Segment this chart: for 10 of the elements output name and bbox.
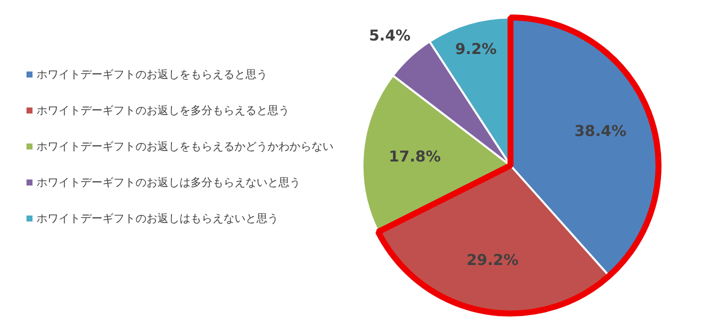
legend-label: ホワイトデーギフトのお返しを多分もらえると思う [36,104,290,117]
data-label: 9.2% [455,40,497,58]
legend-label: ホワイトデーギフトのお返しをもらえると思う [36,68,268,81]
data-label: 5.4% [368,26,411,44]
data-label: 17.8% [388,147,441,166]
legend-label: ホワイトデーギフトのお返しをもらえるかどうかわからない [36,140,334,153]
legend-label: ホワイトデーギフトのお返しはもらえないと思う [36,212,278,225]
data-label: 29.2% [466,250,518,269]
legend-label: ホワイトデーギフトのお返しは多分もらえないと思う [36,176,300,189]
data-label: 38.4% [574,122,626,140]
